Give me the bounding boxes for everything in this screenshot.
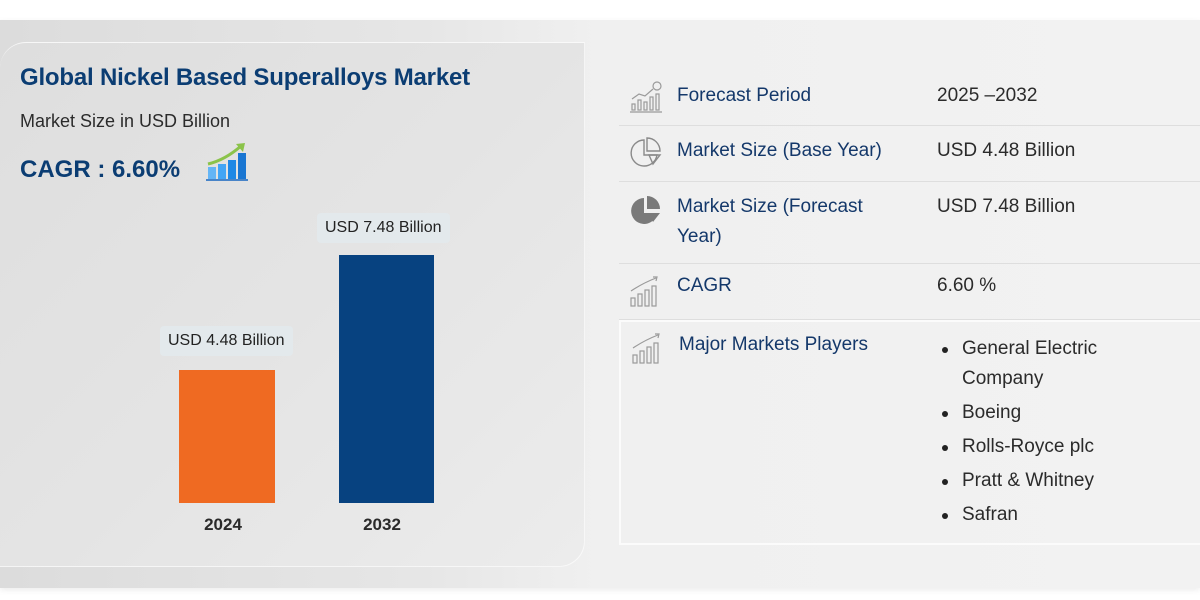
pie-chart-outline-icon xyxy=(630,137,662,167)
pie-chart-filled-icon xyxy=(631,196,660,224)
bar-2032 xyxy=(339,255,434,503)
row-value: 2025 –2032 xyxy=(937,85,1038,106)
growth-chart-icon xyxy=(206,143,248,181)
table-row-major-players: Major Markets Players General Electric C… xyxy=(619,320,1200,545)
row-label: Major Markets Players xyxy=(679,334,868,355)
growth-bars-icon xyxy=(630,276,658,307)
table-row-cagr: CAGR 6.60 % xyxy=(619,264,1200,320)
cagr-headline: CAGR : 6.60% xyxy=(20,156,181,183)
list-item: Pratt & Whitney xyxy=(939,466,1179,496)
row-value: 6.60 % xyxy=(937,275,997,296)
row-value: USD 4.48 Billion xyxy=(937,140,1076,161)
forecast-chart-icon xyxy=(630,81,662,113)
bar-2024 xyxy=(179,370,275,503)
players-list: General Electric Company Boeing Rolls-Ro… xyxy=(939,334,1179,534)
chart-title: Global Nickel Based Superalloys Market xyxy=(20,64,470,91)
year-label-2032: 2032 xyxy=(363,515,401,534)
list-item: Safran xyxy=(939,500,1179,530)
list-item: Rolls-Royce plc xyxy=(939,432,1179,462)
bar-label-2032: USD 7.48 Billion xyxy=(317,213,450,243)
list-item: Boeing xyxy=(939,398,1179,428)
row-label: Forecast Period xyxy=(677,85,812,106)
table-row-forecast-year: Market Size (Forecast Year) USD 7.48 Bil… xyxy=(619,182,1200,264)
row-value: USD 7.48 Billion xyxy=(937,196,1076,217)
row-label: Market Size (Base Year) xyxy=(677,140,882,161)
chart-card xyxy=(0,42,585,567)
row-label: CAGR xyxy=(677,275,732,296)
table-row-base-year: Market Size (Base Year) USD 4.48 Billion xyxy=(619,126,1200,182)
table-row-forecast-period: Forecast Period 2025 –2032 xyxy=(619,68,1200,126)
year-label-2024: 2024 xyxy=(204,515,242,534)
bar-label-2024: USD 4.48 Billion xyxy=(160,326,293,356)
row-label: Market Size (Forecast Year) xyxy=(677,196,863,247)
growth-bars-icon xyxy=(632,333,660,364)
summary-table: Forecast Period 2025 –2032 Market Size (… xyxy=(619,68,1200,545)
chart-subtitle: Market Size in USD Billion xyxy=(20,111,231,131)
list-item: General Electric Company xyxy=(939,334,1179,394)
